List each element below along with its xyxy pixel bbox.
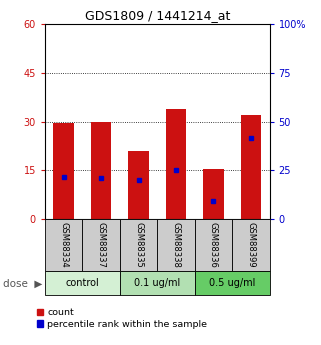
Bar (241, 115, 261, 219)
Bar (203, 169, 224, 219)
Text: 0.5 ug/ml: 0.5 ug/ml (209, 278, 256, 288)
Text: GSM88399: GSM88399 (247, 222, 256, 268)
Text: control: control (65, 278, 99, 288)
Text: dose  ▶: dose ▶ (3, 279, 43, 288)
Bar (91, 122, 111, 219)
Bar (45, 219, 82, 271)
Legend: count, percentile rank within the sample: count, percentile rank within the sample (37, 308, 207, 329)
Text: GSM88335: GSM88335 (134, 222, 143, 268)
Bar (120, 271, 195, 295)
Bar (45, 271, 120, 295)
Bar (232, 219, 270, 271)
Text: 0.1 ug/ml: 0.1 ug/ml (134, 278, 180, 288)
Bar (157, 219, 195, 271)
Bar (53, 123, 74, 219)
Bar (166, 109, 186, 219)
Bar (195, 271, 270, 295)
Text: GSM88337: GSM88337 (97, 222, 106, 268)
Bar (120, 219, 157, 271)
Bar (195, 219, 232, 271)
Bar (82, 219, 120, 271)
Title: GDS1809 / 1441214_at: GDS1809 / 1441214_at (85, 9, 230, 22)
Text: GSM88336: GSM88336 (209, 222, 218, 268)
Text: GSM88334: GSM88334 (59, 222, 68, 268)
Text: GSM88338: GSM88338 (171, 222, 180, 268)
Bar (128, 151, 149, 219)
